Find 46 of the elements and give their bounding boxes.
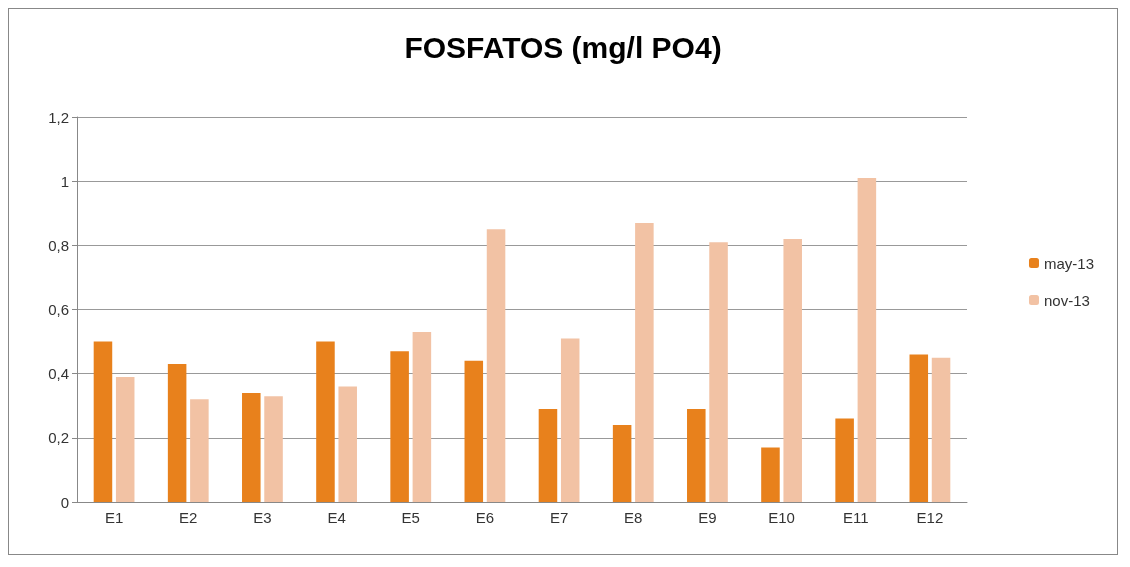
y-tick-label: 0,4 bbox=[48, 365, 69, 383]
bar bbox=[761, 447, 780, 502]
x-tick-label: E1 bbox=[104, 509, 124, 526]
x-tick-label: E12 bbox=[916, 509, 944, 526]
bar bbox=[190, 399, 209, 502]
bar bbox=[612, 425, 632, 502]
bar bbox=[412, 331, 432, 502]
bar bbox=[264, 396, 283, 502]
x-tick-label: E11 bbox=[842, 509, 869, 526]
bar bbox=[909, 354, 929, 502]
x-tick-label: E2 bbox=[179, 509, 198, 526]
bar bbox=[857, 177, 877, 502]
chart-title: FOSFATOS (mg/l PO4) bbox=[404, 30, 722, 64]
bar bbox=[486, 229, 506, 502]
bar bbox=[635, 222, 654, 502]
x-tick-label: E6 bbox=[475, 509, 495, 526]
bar bbox=[242, 392, 261, 502]
bar bbox=[709, 242, 728, 502]
bar bbox=[115, 376, 135, 502]
y-tick-label: 0,8 bbox=[48, 236, 69, 254]
bar bbox=[93, 341, 113, 502]
bar bbox=[835, 418, 854, 502]
x-tick-label: E4 bbox=[327, 509, 346, 526]
bar bbox=[464, 360, 484, 502]
bar bbox=[316, 341, 335, 502]
bar bbox=[167, 364, 187, 502]
bar bbox=[783, 238, 802, 502]
bar bbox=[687, 408, 706, 502]
y-tick-label: 0 bbox=[60, 493, 69, 511]
y-tick-label: 1 bbox=[60, 172, 69, 190]
legend-label: nov-13 bbox=[1043, 291, 1090, 309]
y-tick-label: 0,6 bbox=[48, 301, 69, 318]
legend-label: may-13 bbox=[1043, 254, 1095, 272]
bar bbox=[390, 351, 409, 502]
x-tick-label: E8 bbox=[624, 509, 643, 526]
bar bbox=[560, 338, 580, 502]
x-tick-label: E3 bbox=[253, 509, 272, 526]
bar bbox=[538, 408, 558, 502]
x-tick-label: E7 bbox=[549, 509, 569, 526]
y-tick-label: 1,2 bbox=[48, 108, 69, 126]
x-tick-label: E10 bbox=[768, 509, 795, 526]
x-tick-label: E9 bbox=[698, 509, 717, 526]
x-tick-label: E5 bbox=[401, 509, 420, 526]
bar bbox=[931, 357, 951, 502]
y-tick-label: 0,2 bbox=[48, 429, 69, 447]
bar bbox=[338, 386, 357, 502]
